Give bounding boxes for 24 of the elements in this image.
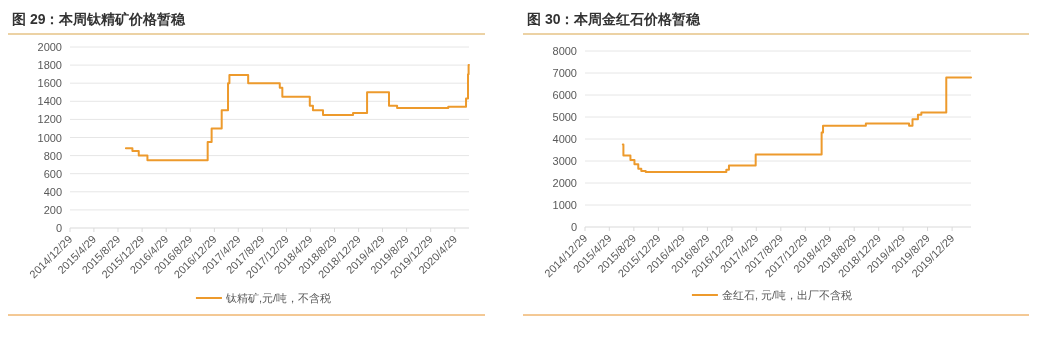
y-tick-label: 400 xyxy=(43,185,62,198)
chart-title: 图 29：本周钛精矿价格暂稳 xyxy=(12,11,187,27)
legend-label: 钛精矿,元/吨，不含税 xyxy=(224,292,332,304)
legend-label: 金红石, 元/吨，出厂不含税 xyxy=(721,289,853,301)
y-tick-label: 1800 xyxy=(37,59,62,72)
y-tick-label: 0 xyxy=(55,222,62,234)
y-tick-label: 600 xyxy=(43,167,62,180)
y-tick-label: 1000 xyxy=(552,199,577,211)
y-tick-label: 0 xyxy=(570,221,577,233)
y-tick-label: 6000 xyxy=(552,89,577,101)
y-tick-label: 3000 xyxy=(552,155,577,167)
chart-title: 图 30：本周金红石价格暂稳 xyxy=(527,11,702,27)
y-tick-label: 1200 xyxy=(37,113,62,126)
y-tick-label: 1600 xyxy=(37,77,62,90)
y-tick-label: 8000 xyxy=(552,45,577,57)
y-tick-label: 800 xyxy=(43,149,62,162)
y-tick-label: 1000 xyxy=(37,131,62,144)
y-tick-label: 2000 xyxy=(552,177,577,189)
y-tick-label: 200 xyxy=(43,203,62,216)
y-tick-label: 7000 xyxy=(552,67,577,79)
y-tick-label: 1400 xyxy=(37,95,62,108)
y-tick-label: 2000 xyxy=(37,41,62,53)
y-tick-label: 5000 xyxy=(552,111,577,123)
y-tick-label: 4000 xyxy=(552,133,577,145)
